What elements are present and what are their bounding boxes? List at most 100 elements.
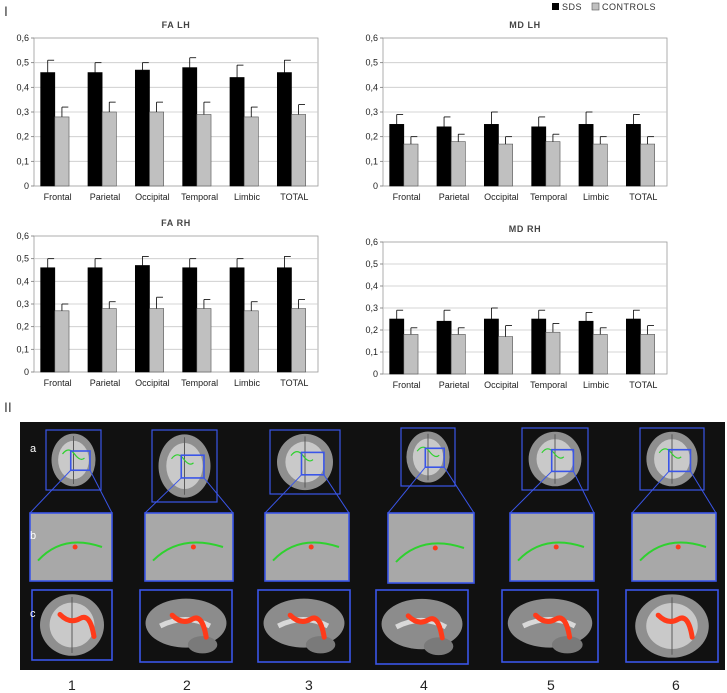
zoom-connector: [89, 470, 113, 514]
y-tick-label: 0,4: [365, 82, 378, 92]
bar-sds-frontal: [40, 72, 56, 187]
y-tick-label: 0,1: [16, 344, 29, 354]
bar-controls-limbic: [243, 310, 259, 373]
category-label: Temporal: [530, 380, 567, 390]
category-label: Occipital: [135, 192, 170, 202]
category-label: TOTAL: [280, 192, 308, 202]
image-frame: [509, 512, 595, 582]
y-tick-label: 0,2: [365, 325, 378, 335]
image-frame: [400, 427, 456, 487]
category-label: Temporal: [530, 192, 567, 202]
y-tick-label: 0,5: [365, 58, 378, 68]
y-tick-label: 0: [24, 367, 29, 377]
bar-controls-parietal: [101, 308, 117, 373]
category-label: Temporal: [181, 378, 218, 388]
bar-sds-temporal: [531, 126, 547, 187]
image-frame: [639, 427, 705, 491]
bar-sds-total: [625, 318, 641, 375]
y-tick-label: 0,6: [365, 237, 378, 247]
column-label-3: 3: [305, 677, 313, 693]
y-tick-label: 0,3: [16, 107, 29, 117]
zoom-box: [667, 448, 692, 473]
cluster-marker: [553, 544, 559, 550]
category-label: Frontal: [393, 380, 421, 390]
cluster-marker: [675, 544, 681, 550]
zoom-connector: [203, 477, 234, 514]
bar-sds-limbic: [229, 77, 245, 187]
bar-sds-temporal: [182, 267, 198, 373]
bar-sds-temporal: [182, 67, 198, 187]
row-label-a: a: [30, 443, 37, 455]
category-label: TOTAL: [629, 380, 657, 390]
bar-controls-parietal: [450, 334, 466, 375]
bar-controls-frontal: [403, 334, 419, 375]
category-label: Limbic: [234, 192, 261, 202]
bar-sds-parietal: [87, 72, 103, 187]
bar-controls-total: [640, 143, 655, 187]
bar-sds-occipital: [134, 265, 150, 373]
row-label-c: c: [30, 608, 36, 620]
cluster-marker: [72, 544, 78, 550]
bar-sds-occipital: [483, 124, 499, 187]
y-tick-label: 0: [373, 181, 378, 191]
y-tick-label: 0,5: [16, 254, 29, 264]
legend-label-sds: SDS: [562, 2, 582, 12]
bar-sds-parietal: [436, 126, 452, 187]
bar-sds-limbic: [229, 267, 245, 373]
category-label: Limbic: [583, 380, 610, 390]
bar-controls-temporal: [545, 141, 561, 187]
chart-md-lh: MD LH 0 0,1 0,2 0,3 0,4 0,5 0,6 Frontal Parietal O…: [365, 20, 668, 202]
category-label: Parietal: [439, 380, 470, 390]
bar-controls-total: [640, 334, 655, 375]
category-label: Frontal: [393, 192, 421, 202]
zoom-connector: [443, 466, 475, 514]
y-tick-label: 0,1: [365, 347, 378, 357]
category-label: Parietal: [439, 192, 470, 202]
zoom-connector: [29, 469, 72, 514]
bar-sds-frontal: [389, 318, 405, 375]
brain-column-2: [139, 429, 234, 663]
image-frame: [45, 429, 102, 491]
legend: SDS CONTROLS: [552, 2, 656, 12]
cluster-overlay: [405, 613, 445, 641]
image-frame: [501, 589, 599, 663]
y-tick-label: 0,4: [16, 276, 29, 286]
image-frame: [264, 512, 350, 582]
bar-controls-occipital: [498, 143, 513, 187]
bar-sds-total: [625, 124, 641, 187]
y-tick-label: 0,5: [16, 58, 29, 68]
bar-controls-frontal: [54, 116, 70, 187]
image-frame: [151, 429, 218, 503]
legend-label-controls: CONTROLS: [602, 2, 656, 12]
bar-controls-occipital: [498, 336, 513, 375]
zoomed-slice: [632, 513, 716, 581]
bar-controls-limbic: [592, 143, 608, 187]
bar-controls-limbic: [243, 116, 259, 187]
y-tick-label: 0: [373, 369, 378, 379]
image-frame: [387, 512, 475, 584]
bar-sds-limbic: [578, 320, 594, 375]
cerebellum: [305, 636, 336, 654]
y-tick-label: 0,2: [16, 322, 29, 332]
bar-controls-temporal: [196, 114, 212, 187]
tract-overlay: [517, 541, 585, 562]
y-tick-label: 0,2: [16, 132, 29, 142]
legend-swatch-controls: [591, 2, 600, 11]
tract-overlay: [290, 451, 314, 462]
category-label: Occipital: [484, 380, 519, 390]
zoom-connector: [572, 471, 595, 514]
cluster-overlay: [287, 612, 327, 640]
image-frame: [269, 429, 341, 495]
zoomed-slice: [510, 513, 594, 581]
column-label-5: 5: [547, 677, 555, 693]
chart-title: MD LH: [509, 20, 541, 30]
chart-md-rh: MD RH 0 0,1 0,2 0,3 0,4 0,5 0,6 Frontal Parietal O…: [365, 224, 668, 390]
tract-overlay: [639, 541, 707, 562]
zoom-connector: [264, 474, 302, 514]
category-label: TOTAL: [280, 378, 308, 388]
zoom-box: [550, 448, 575, 473]
bar-sds-total: [276, 267, 292, 373]
image-frame: [257, 589, 351, 663]
category-label: Temporal: [181, 192, 218, 202]
